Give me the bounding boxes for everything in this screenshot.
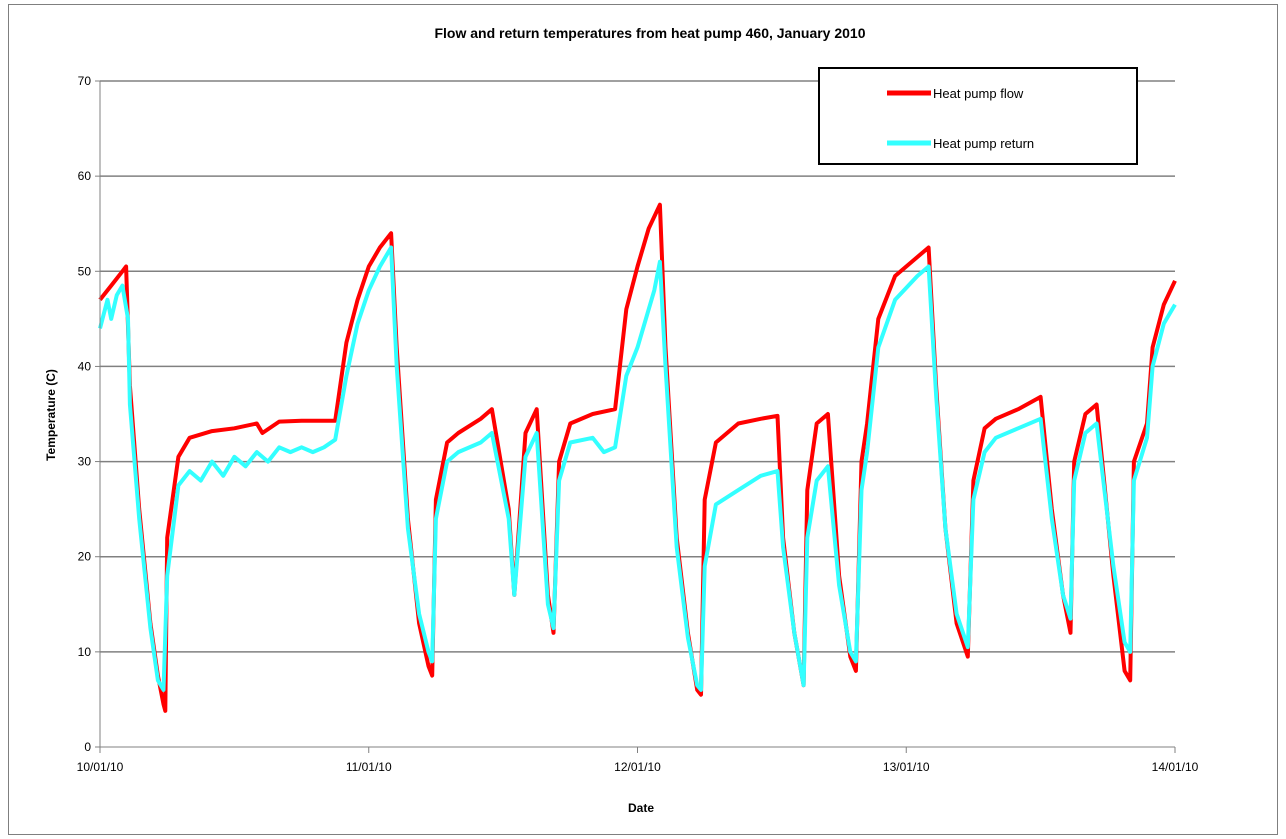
x-axis-ticks: 10/01/10 11/01/10 12/01/10 13/01/10 14/01/10 bbox=[77, 747, 1199, 774]
y-tick-label: 10 bbox=[78, 645, 92, 659]
series-line-heat-pump-return bbox=[98, 245, 1177, 692]
x-tick-label: 12/01/10 bbox=[614, 760, 661, 774]
x-tick-label: 10/01/10 bbox=[77, 760, 124, 774]
chart-title: Flow and return temperatures from heat p… bbox=[434, 25, 865, 41]
axes bbox=[99, 81, 1175, 748]
y-tick-label: 0 bbox=[84, 740, 91, 754]
chart-canvas: 0 10 20 30 40 50 60 70 10/01/10 11/01/10 12/01/10… bbox=[44, 25, 1199, 815]
x-tick-label: 11/01/10 bbox=[346, 760, 392, 774]
legend-label-flow: Heat pump flow bbox=[933, 86, 1024, 101]
series-line-heat-pump-flow bbox=[98, 202, 1177, 713]
legend: Heat pump flow Heat pump return bbox=[818, 67, 1138, 165]
y-tick-label: 70 bbox=[78, 74, 92, 88]
x-axis-title: Date bbox=[628, 801, 654, 815]
y-tick-label: 60 bbox=[78, 169, 92, 183]
y-tick-label: 30 bbox=[78, 455, 92, 469]
y-axis-ticks: 0 10 20 30 40 50 60 70 bbox=[78, 74, 100, 754]
series-layer bbox=[98, 202, 1177, 713]
gridlines bbox=[100, 80, 1175, 653]
x-tick-label: 14/01/10 bbox=[1152, 760, 1199, 774]
legend-box bbox=[818, 67, 1138, 165]
y-axis-title: Temperature (C) bbox=[44, 369, 58, 461]
y-tick-label: 40 bbox=[78, 359, 92, 373]
chart-area: 0 10 20 30 40 50 60 70 10/01/10 11/01/10 12/01/10… bbox=[8, 4, 1278, 835]
y-tick-label: 20 bbox=[78, 550, 92, 564]
legend-label-return: Heat pump return bbox=[933, 136, 1034, 151]
x-tick-label: 13/01/10 bbox=[883, 760, 930, 774]
y-tick-label: 50 bbox=[78, 264, 92, 278]
